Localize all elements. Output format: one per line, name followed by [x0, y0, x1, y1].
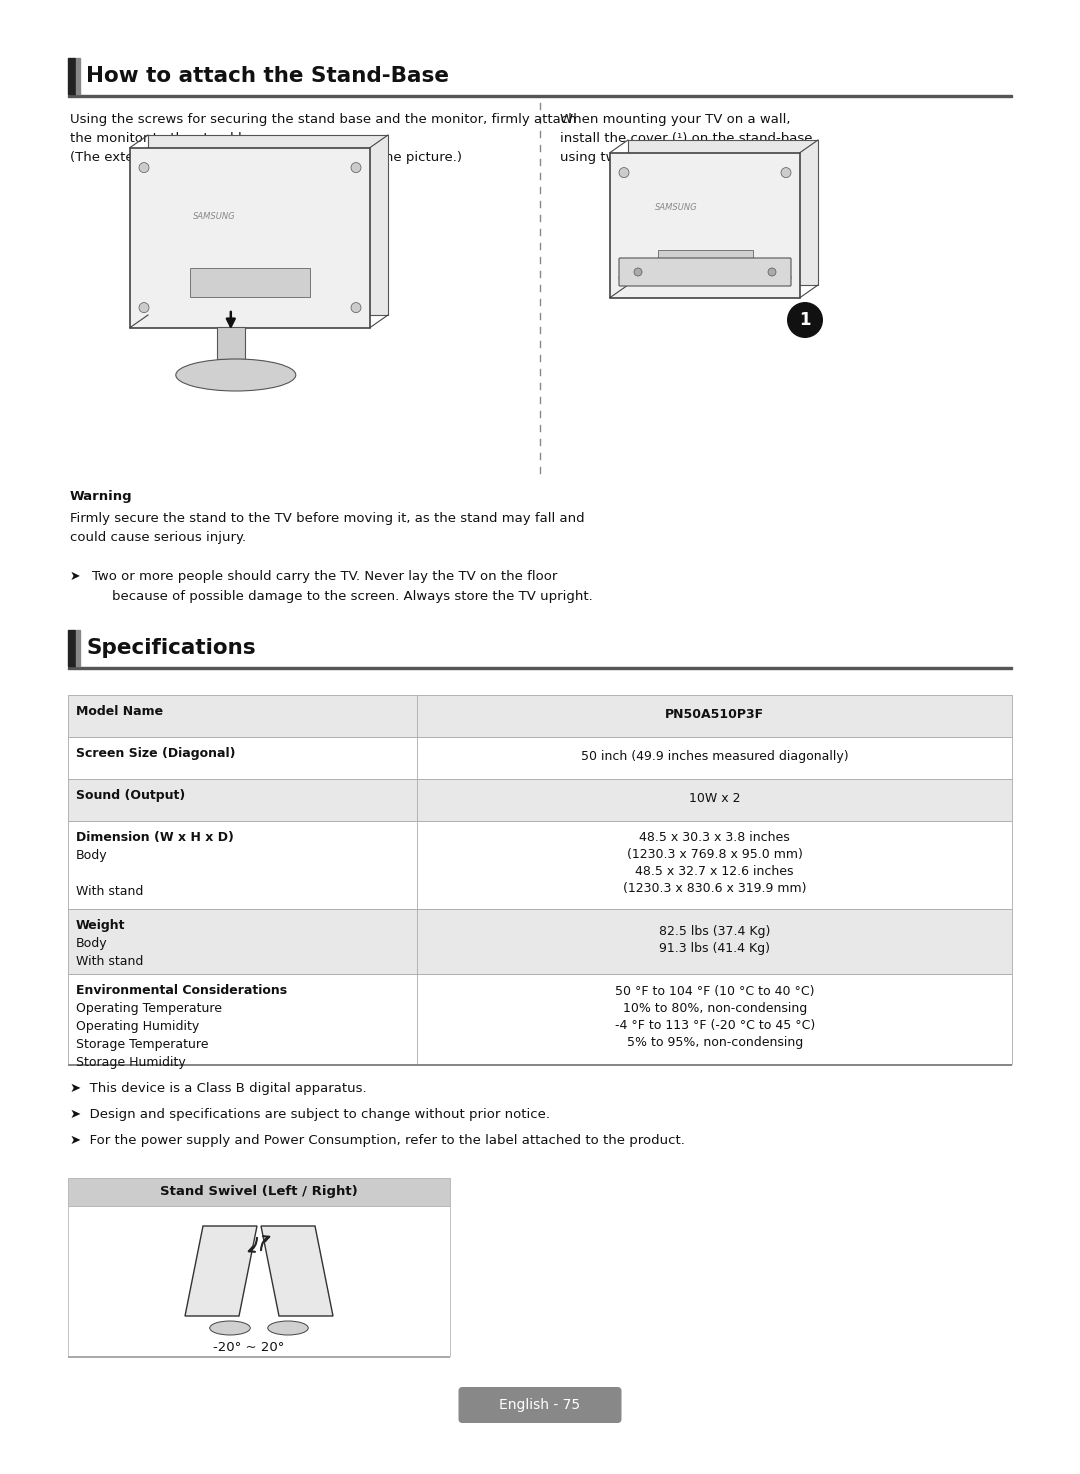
Bar — [68, 666, 1012, 669]
Polygon shape — [185, 1226, 257, 1316]
Text: ➤  Design and specifications are subject to change without prior notice.: ➤ Design and specifications are subject … — [70, 1108, 550, 1122]
Text: Dimension (W x H x D): Dimension (W x H x D) — [76, 831, 234, 845]
Bar — [68, 1206, 450, 1356]
Circle shape — [351, 162, 361, 172]
Text: SAMSUNG: SAMSUNG — [192, 211, 235, 221]
Bar — [68, 821, 1012, 909]
Text: Environmental Considerations: Environmental Considerations — [76, 985, 287, 996]
Text: ➤  This device is a Class B digital apparatus.: ➤ This device is a Class B digital appar… — [70, 1082, 366, 1095]
Bar — [217, 327, 245, 360]
Polygon shape — [148, 136, 388, 315]
FancyBboxPatch shape — [459, 1387, 621, 1422]
Bar — [68, 629, 75, 666]
Text: Body: Body — [76, 849, 108, 862]
Text: Stand Swivel (Left / Right): Stand Swivel (Left / Right) — [160, 1185, 357, 1198]
Polygon shape — [610, 153, 800, 298]
Circle shape — [619, 168, 629, 177]
Text: Operating Humidity: Operating Humidity — [76, 1020, 199, 1033]
Circle shape — [781, 273, 791, 283]
Text: Using the screws for securing the stand base and the monitor, firmly attach
the : Using the screws for securing the stand … — [70, 113, 577, 164]
Bar — [68, 94, 1012, 97]
Text: 48.5 x 32.7 x 12.6 inches: 48.5 x 32.7 x 12.6 inches — [635, 865, 794, 879]
Circle shape — [139, 162, 149, 172]
Bar — [68, 696, 1012, 737]
Circle shape — [787, 302, 823, 338]
Text: 10W x 2: 10W x 2 — [689, 792, 741, 805]
Text: ➤  For the power supply and Power Consumption, refer to the label attached to th: ➤ For the power supply and Power Consump… — [70, 1134, 685, 1147]
Text: Screen Size (Diagonal): Screen Size (Diagonal) — [76, 747, 235, 761]
Text: Firmly secure the stand to the TV before moving it, as the stand may fall and
co: Firmly secure the stand to the TV before… — [70, 511, 584, 544]
Text: Model Name: Model Name — [76, 705, 163, 718]
Ellipse shape — [210, 1321, 251, 1335]
Bar — [68, 909, 1012, 974]
Text: With stand: With stand — [76, 884, 144, 898]
Text: Warning: Warning — [70, 489, 133, 503]
Polygon shape — [627, 140, 818, 284]
Text: With stand: With stand — [76, 955, 144, 968]
Text: Weight: Weight — [76, 918, 125, 932]
Text: 50 °F to 104 °F (10 °C to 40 °C): 50 °F to 104 °F (10 °C to 40 °C) — [615, 985, 814, 998]
Bar — [658, 249, 753, 273]
Text: Specifications: Specifications — [86, 638, 256, 657]
Ellipse shape — [176, 360, 296, 391]
Bar — [68, 974, 1012, 1064]
Circle shape — [634, 268, 642, 276]
Text: 5% to 95%, non-condensing: 5% to 95%, non-condensing — [626, 1036, 802, 1049]
Text: PN50A510P3F: PN50A510P3F — [665, 708, 765, 721]
Text: When mounting your TV on a wall,
install the cover (¹) on the stand-base
using t: When mounting your TV on a wall, install… — [561, 113, 812, 164]
Polygon shape — [130, 147, 370, 327]
Bar — [68, 1356, 450, 1358]
Text: 50 inch (49.9 inches measured diagonally): 50 inch (49.9 inches measured diagonally… — [581, 749, 849, 762]
Bar — [68, 1064, 1012, 1066]
Bar — [190, 268, 310, 296]
Text: 1: 1 — [799, 311, 811, 329]
Text: 91.3 lbs (41.4 Kg): 91.3 lbs (41.4 Kg) — [659, 942, 770, 955]
Polygon shape — [261, 1226, 333, 1316]
Text: Two or more people should carry the TV. Never lay the TV on the floor: Two or more people should carry the TV. … — [92, 570, 557, 584]
Circle shape — [351, 302, 361, 312]
Bar — [68, 57, 75, 94]
Text: (1230.3 x 769.8 x 95.0 mm): (1230.3 x 769.8 x 95.0 mm) — [626, 848, 802, 861]
Circle shape — [619, 273, 629, 283]
Text: -4 °F to 113 °F (-20 °C to 45 °C): -4 °F to 113 °F (-20 °C to 45 °C) — [615, 1019, 814, 1032]
Circle shape — [139, 302, 149, 312]
Bar — [68, 1178, 450, 1206]
Text: 82.5 lbs (37.4 Kg): 82.5 lbs (37.4 Kg) — [659, 924, 770, 937]
Bar — [76, 629, 80, 666]
Text: 10% to 80%, non-condensing: 10% to 80%, non-condensing — [622, 1002, 807, 1016]
Text: Body: Body — [76, 937, 108, 951]
Text: (1230.3 x 830.6 x 319.9 mm): (1230.3 x 830.6 x 319.9 mm) — [623, 881, 807, 895]
Text: English - 75: English - 75 — [499, 1397, 581, 1412]
Text: because of possible damage to the screen. Always store the TV upright.: because of possible damage to the screen… — [112, 590, 593, 603]
Text: Sound (Output): Sound (Output) — [76, 789, 186, 802]
Bar — [68, 737, 1012, 778]
Text: -20° ~ 20°: -20° ~ 20° — [214, 1341, 285, 1355]
Text: Storage Temperature: Storage Temperature — [76, 1038, 208, 1051]
Bar — [68, 778, 1012, 821]
Text: How to attach the Stand-Base: How to attach the Stand-Base — [86, 66, 449, 85]
FancyBboxPatch shape — [619, 258, 791, 286]
Text: Storage Humidity: Storage Humidity — [76, 1055, 186, 1069]
Circle shape — [781, 168, 791, 177]
Text: ➤: ➤ — [70, 570, 81, 584]
Text: Operating Temperature: Operating Temperature — [76, 1002, 222, 1016]
Text: SAMSUNG: SAMSUNG — [656, 203, 698, 212]
Ellipse shape — [268, 1321, 308, 1335]
Bar — [76, 57, 80, 94]
Circle shape — [768, 268, 777, 276]
Text: 48.5 x 30.3 x 3.8 inches: 48.5 x 30.3 x 3.8 inches — [639, 831, 789, 845]
